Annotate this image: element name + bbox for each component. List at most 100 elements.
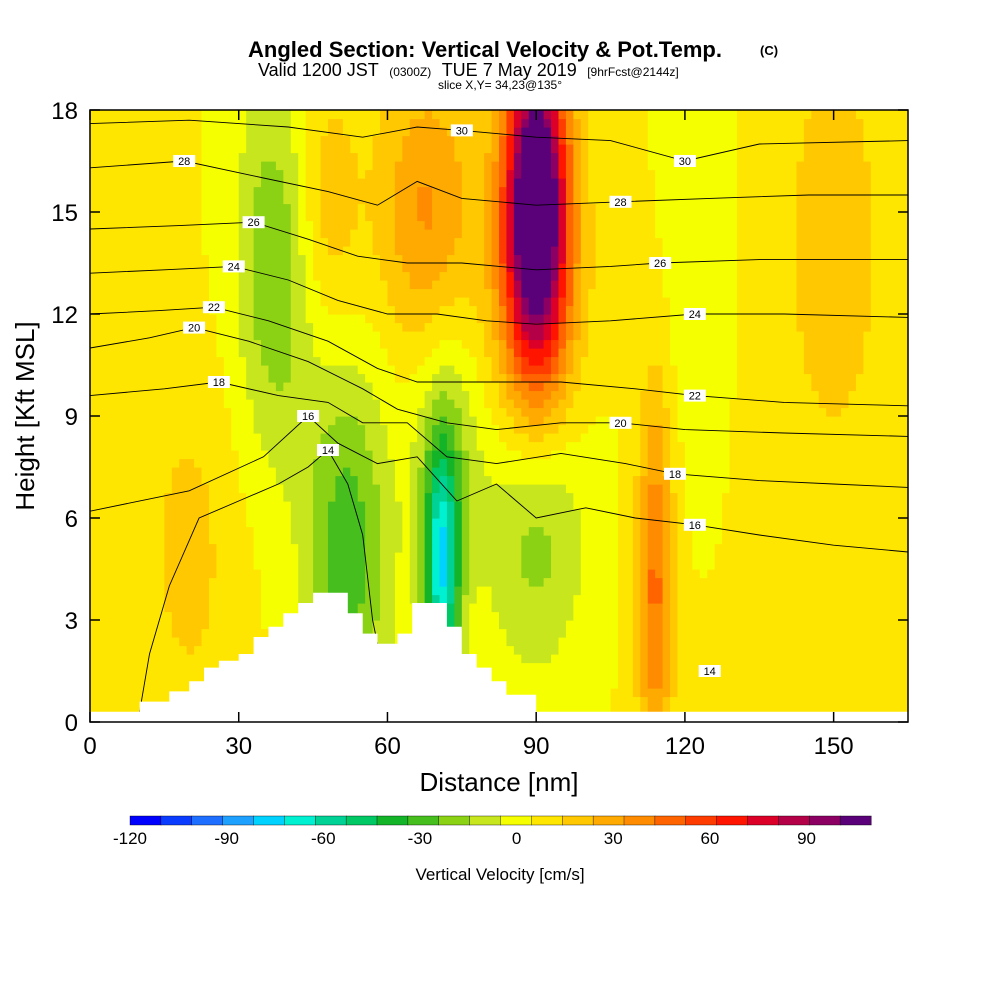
velocity-cell <box>580 654 589 664</box>
velocity-cell <box>893 433 902 443</box>
velocity-cell <box>513 688 522 698</box>
velocity-cell <box>647 586 656 596</box>
velocity-cell <box>491 662 500 672</box>
velocity-cell <box>885 679 894 689</box>
velocity-cell <box>536 662 545 672</box>
velocity-cell <box>320 492 329 502</box>
velocity-cell <box>789 339 798 349</box>
velocity-cell <box>781 407 790 417</box>
velocity-cell <box>736 382 745 392</box>
velocity-cell <box>142 628 151 638</box>
velocity-cell <box>417 348 426 358</box>
velocity-cell <box>610 603 619 613</box>
velocity-cell <box>327 339 336 349</box>
velocity-cell <box>387 552 396 562</box>
velocity-cell <box>454 501 463 511</box>
velocity-cell <box>885 535 894 545</box>
velocity-cell <box>246 603 255 613</box>
velocity-cell <box>238 518 247 528</box>
velocity-cell <box>402 339 411 349</box>
velocity-cell <box>647 484 656 494</box>
velocity-cell <box>736 662 745 672</box>
velocity-cell <box>112 560 121 570</box>
velocity-cell <box>826 365 835 375</box>
velocity-cell <box>603 620 612 630</box>
velocity-cell <box>171 526 180 536</box>
velocity-cell <box>253 424 262 434</box>
velocity-cell <box>744 620 753 630</box>
velocity-cell <box>595 501 604 511</box>
velocity-cell <box>811 492 820 502</box>
velocity-cell <box>409 382 418 392</box>
velocity-cell <box>484 450 493 460</box>
velocity-cell <box>149 339 158 349</box>
velocity-cell <box>551 416 560 426</box>
velocity-cell <box>744 356 753 366</box>
velocity-cell <box>714 450 723 460</box>
velocity-cell <box>543 475 552 485</box>
velocity-cell <box>647 577 656 587</box>
velocity-cell <box>610 458 619 468</box>
velocity-cell <box>357 543 366 553</box>
velocity-cell <box>335 356 344 366</box>
velocity-cell <box>231 543 240 553</box>
velocity-cell <box>551 688 560 698</box>
velocity-cell <box>253 373 262 383</box>
velocity-cell <box>179 390 188 400</box>
velocity-cell <box>394 552 403 562</box>
velocity-cell <box>506 552 515 562</box>
velocity-cell <box>127 654 136 664</box>
velocity-cell <box>565 620 574 630</box>
velocity-cell <box>855 484 864 494</box>
velocity-cell <box>90 654 99 664</box>
velocity-cell <box>402 399 411 409</box>
velocity-cell <box>751 671 760 681</box>
velocity-cell <box>350 518 359 528</box>
velocity-cell <box>223 424 232 434</box>
velocity-cell <box>900 569 908 579</box>
velocity-cell <box>603 407 612 417</box>
velocity-cell <box>558 620 567 630</box>
velocity-cell <box>632 373 641 383</box>
velocity-cell <box>692 603 701 613</box>
velocity-cell <box>335 501 344 511</box>
velocity-cell <box>759 390 768 400</box>
velocity-cell <box>261 577 270 587</box>
velocity-cell <box>104 331 113 341</box>
velocity-cell <box>134 433 143 443</box>
velocity-cell <box>320 552 329 562</box>
velocity-cell <box>275 552 284 562</box>
velocity-cell <box>736 424 745 434</box>
velocity-cell <box>781 339 790 349</box>
velocity-cell <box>759 594 768 604</box>
velocity-cell <box>461 611 470 621</box>
velocity-cell <box>149 365 158 375</box>
velocity-cell <box>558 637 567 647</box>
velocity-cell <box>900 662 908 672</box>
velocity-cell <box>855 688 864 698</box>
velocity-cell <box>320 424 329 434</box>
velocity-cell <box>878 373 887 383</box>
velocity-cell <box>714 339 723 349</box>
velocity-cell <box>841 407 850 417</box>
velocity-cell <box>789 696 798 706</box>
velocity-cell <box>841 373 850 383</box>
velocity-cell <box>402 509 411 519</box>
velocity-cell <box>320 560 329 570</box>
velocity-cell <box>179 450 188 460</box>
velocity-cell <box>707 628 716 638</box>
velocity-cell <box>298 552 307 562</box>
velocity-cell <box>521 526 530 536</box>
velocity-cell <box>536 458 545 468</box>
velocity-cell <box>640 356 649 366</box>
velocity-cell <box>127 390 136 400</box>
velocity-cell <box>707 441 716 451</box>
velocity-cell <box>313 492 322 502</box>
velocity-cell <box>595 645 604 655</box>
velocity-cell <box>134 509 143 519</box>
velocity-cell <box>417 399 426 409</box>
velocity-cell <box>320 348 329 358</box>
velocity-cell <box>543 654 552 664</box>
velocity-cell <box>781 356 790 366</box>
velocity-cell <box>223 356 232 366</box>
